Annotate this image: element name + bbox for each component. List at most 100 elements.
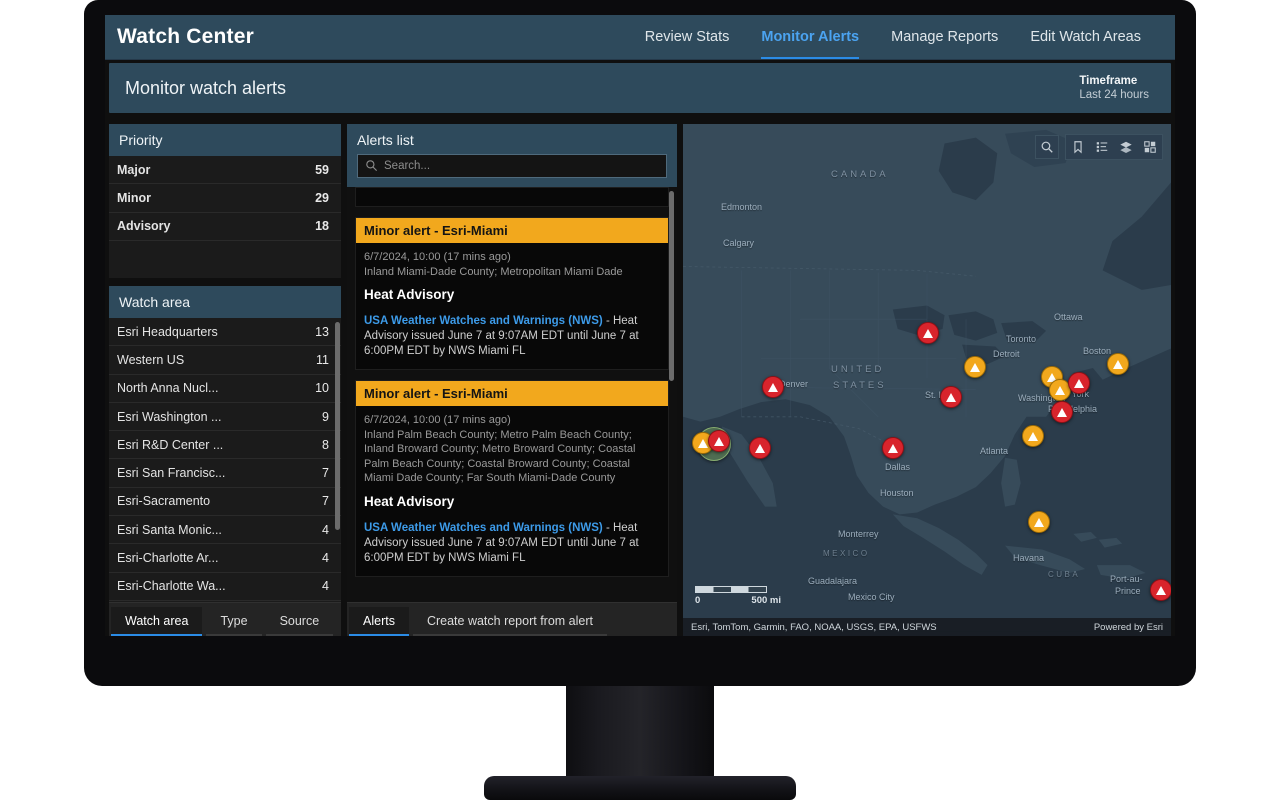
alerts-panel-header: Alerts list <box>347 124 677 187</box>
alert-meta: 6/7/2024, 10:00 (17 mins ago) Inland Miam… <box>356 243 668 279</box>
search-input[interactable] <box>357 154 667 178</box>
map-legend-button[interactable] <box>1090 135 1114 159</box>
map-marker-major[interactable] <box>749 437 771 459</box>
list-item[interactable]: Esri-Sacramento 7 <box>109 488 341 517</box>
list-item-count: 7 <box>322 494 329 509</box>
map-panel[interactable]: CANADA Edmonton Calgary UNITED STATES Denver O… <box>683 124 1171 636</box>
map-search-button[interactable] <box>1035 135 1059 159</box>
warning-triangle-icon <box>1113 359 1123 369</box>
warning-triangle-icon <box>698 438 708 448</box>
app-header: Watch Center Review Stats Monitor Alerts M… <box>105 15 1175 60</box>
list-item[interactable]: Esri Santa Monic... 4 <box>109 516 341 545</box>
map-basemap-button[interactable] <box>1138 135 1162 159</box>
list-item-count: 4 <box>322 522 329 537</box>
search-icon <box>1041 141 1053 153</box>
map-marker-minor[interactable] <box>1028 511 1050 533</box>
warning-triangle-icon <box>1074 378 1084 388</box>
list-item-label: Esri-Charlotte Wa... <box>117 579 226 594</box>
tab-source[interactable]: Source <box>265 607 334 636</box>
nav-tab-manage-reports[interactable]: Manage Reports <box>891 28 999 45</box>
list-item-label: North Anna Nucl... <box>117 381 219 396</box>
list-item[interactable]: Advisory 18 <box>109 213 341 241</box>
legend-icon <box>1096 142 1108 152</box>
warning-triangle-icon <box>970 362 980 372</box>
monitor-stand-neck <box>566 686 714 778</box>
alerts-scrollbar[interactable] <box>669 191 674 381</box>
warning-triangle-icon <box>714 436 724 446</box>
alert-source-link[interactable]: USA Weather Watches and Warnings (NWS) <box>364 521 603 534</box>
alert-headline: Heat Advisory <box>364 287 455 302</box>
map-marker-minor[interactable] <box>964 356 986 378</box>
alert-timestamp: 6/7/2024, 10:00 (17 mins ago) <box>364 251 511 263</box>
list-item-count: 29 <box>315 190 329 205</box>
alert-source-link[interactable]: USA Weather Watches and Warnings (NWS) <box>364 315 603 327</box>
warning-triangle-icon <box>923 328 933 338</box>
alert-description-text: - Heat Advisory issued June 7 at 9:07AM … <box>364 315 639 357</box>
list-item[interactable]: Major 59 <box>109 156 341 185</box>
nav-tab-edit-watch-areas[interactable]: Edit Watch Areas <box>1030 28 1141 45</box>
map-scale-bar: 0 500 mi <box>695 586 781 606</box>
priority-panel-title: Priority <box>109 124 341 156</box>
map-marker-major[interactable] <box>762 376 784 398</box>
list-item-count: 7 <box>322 466 329 481</box>
list-item[interactable]: Esri Headquarters 13 <box>109 318 341 347</box>
nav-tab-monitor-alerts[interactable]: Monitor Alerts <box>745 15 875 60</box>
map-layers-button[interactable] <box>1114 135 1138 159</box>
list-item-label: Esri Santa Monic... <box>117 522 222 537</box>
map-marker-major[interactable] <box>1068 372 1090 394</box>
alert-card-partial[interactable] <box>355 187 669 207</box>
priority-list: Major 59 Minor 29 Advisory 18 <box>109 156 341 278</box>
alert-locations: Inland Palm Beach County; Metro Palm Bea… <box>364 428 636 485</box>
alert-timestamp: 6/7/2024, 10:00 (17 mins ago) <box>364 414 511 426</box>
map-marker-major[interactable] <box>708 430 730 452</box>
alert-banner: Minor alert - Esri-Miami <box>356 381 668 406</box>
map-marker-major[interactable] <box>940 386 962 408</box>
attribution-text: Esri, TomTom, Garmin, FAO, NOAA, USGS, E… <box>691 621 937 633</box>
list-item[interactable]: Western US 11 <box>109 346 341 375</box>
basemap-grid-icon <box>1144 141 1156 153</box>
map-marker-major[interactable] <box>1051 401 1073 423</box>
map-marker-minor[interactable] <box>1022 425 1044 447</box>
list-item[interactable]: Esri San Francisc... 7 <box>109 459 341 488</box>
alert-card[interactable]: Minor alert - Esri-Miami 6/7/2024, 10:00 … <box>355 380 669 577</box>
alerts-tabs: Alerts Create watch report from alert <box>347 602 677 636</box>
list-item-label: Western US <box>117 352 185 367</box>
list-item[interactable]: Esri-Charlotte Wa... 4 <box>109 573 341 601</box>
list-item-label: Esri Headquarters <box>117 324 218 339</box>
alerts-panel-title: Alerts list <box>347 124 677 154</box>
watch-area-scrollbar[interactable] <box>335 322 340 530</box>
timeframe-control[interactable]: Timeframe Last 24 hours <box>1079 75 1171 101</box>
sub-header-title: Monitor watch alerts <box>125 77 287 98</box>
scale-min: 0 <box>695 595 701 606</box>
map-marker-major[interactable] <box>882 437 904 459</box>
warning-triangle-icon <box>1156 585 1166 595</box>
map-marker-major[interactable] <box>1150 579 1171 601</box>
list-item[interactable]: Minor 29 <box>109 184 341 213</box>
list-item[interactable]: Esri-Charlotte Ar... 4 <box>109 544 341 573</box>
sub-header: Monitor watch alerts Timeframe Last 24 h… <box>109 63 1171 113</box>
list-item[interactable]: Esri Washington ... 9 <box>109 403 341 432</box>
alert-card[interactable]: Minor alert - Esri-Miami 6/7/2024, 10:00 … <box>355 217 669 370</box>
warning-triangle-icon <box>1057 407 1067 417</box>
warning-triangle-icon <box>755 443 765 453</box>
list-item[interactable]: North Anna Nucl... 10 <box>109 375 341 403</box>
tab-create-watch-report-from-alert[interactable]: Create watch report from alert <box>412 607 607 636</box>
powered-by-esri: Powered by Esri <box>1093 621 1163 633</box>
tab-watch-area[interactable]: Watch area <box>111 607 203 636</box>
tab-type[interactable]: Type <box>206 607 262 636</box>
map-bookmarks-button[interactable] <box>1066 135 1090 159</box>
tab-alerts[interactable]: Alerts <box>349 607 409 636</box>
list-item[interactable]: Esri R&D Center ... 8 <box>109 431 341 460</box>
map-basemap <box>683 124 1171 632</box>
map-marker-minor[interactable] <box>1107 353 1129 375</box>
map-marker-major[interactable] <box>917 322 939 344</box>
list-item-count: 11 <box>316 352 329 367</box>
warning-triangle-icon <box>946 392 956 402</box>
nav-tab-review-stats[interactable]: Review Stats <box>644 28 730 45</box>
list-item-count: 18 <box>315 219 329 234</box>
list-item-count: 8 <box>322 437 329 452</box>
warning-triangle-icon <box>1028 431 1038 441</box>
app-body: Priority Major 59 Minor 29 Advisory 18 Watch … <box>105 116 1175 636</box>
